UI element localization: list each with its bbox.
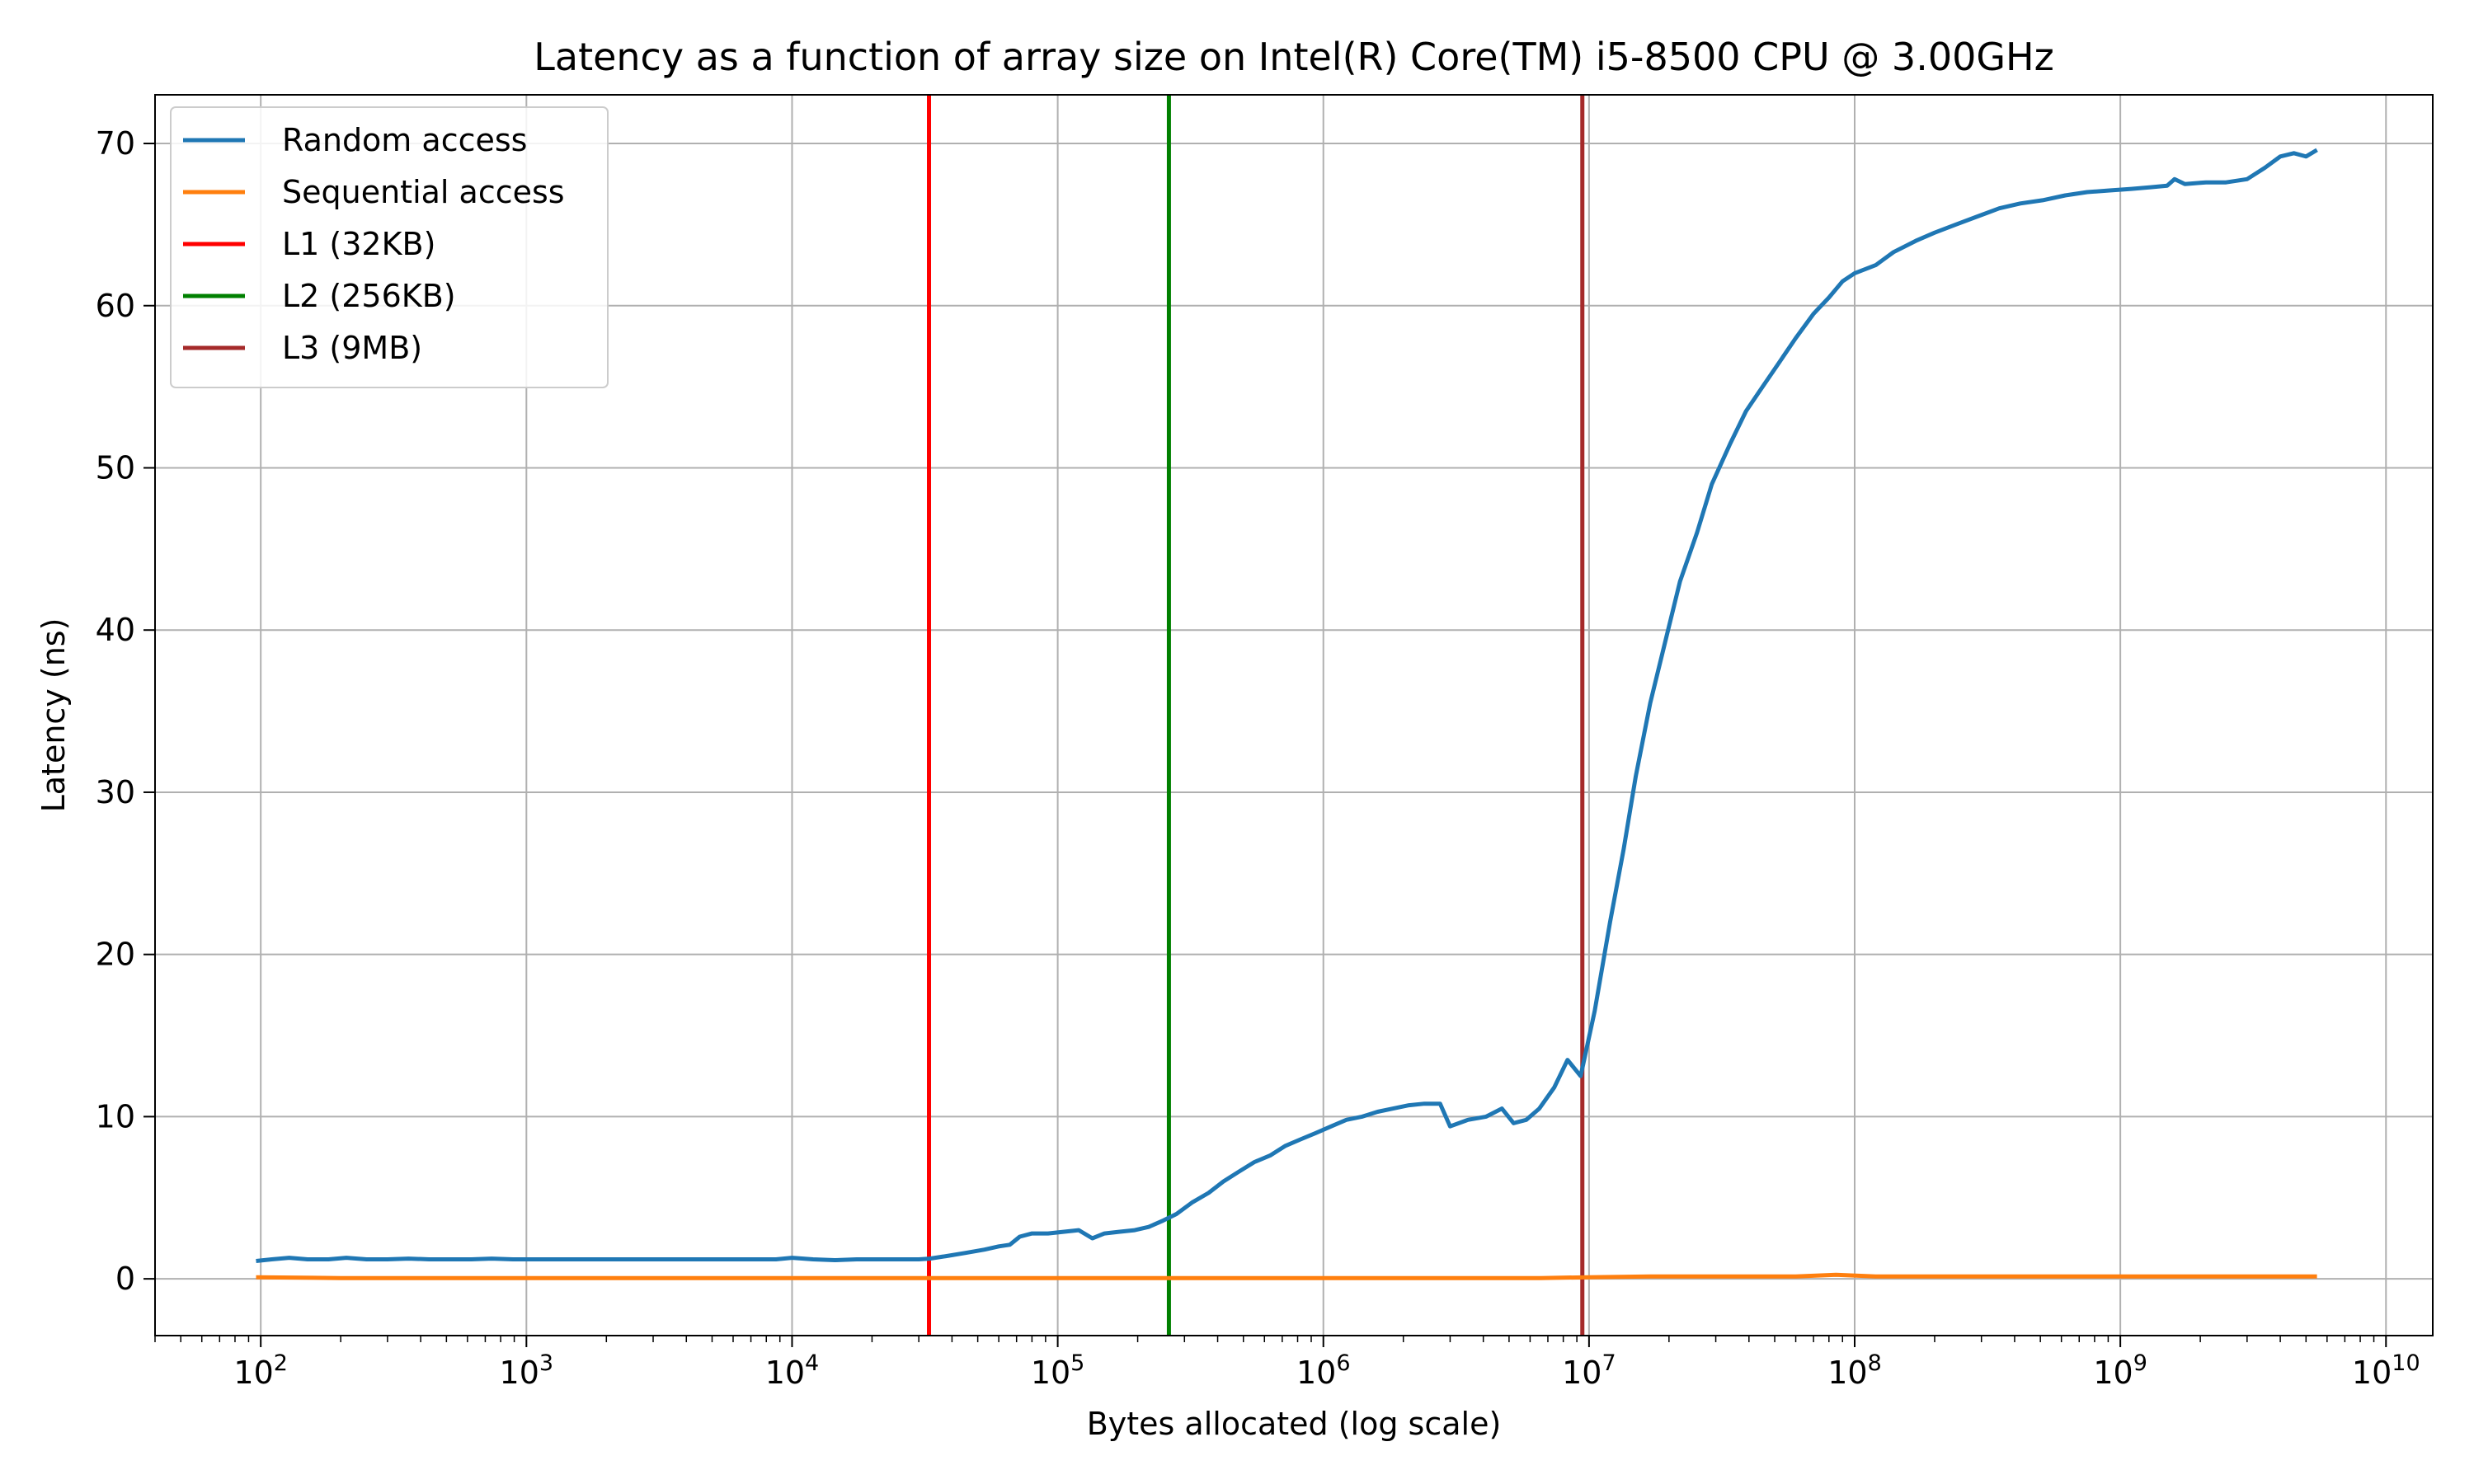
x-tick-label: 109 xyxy=(2093,1350,2147,1391)
y-tick-label: 70 xyxy=(96,125,135,162)
plot-frame xyxy=(154,94,2434,1336)
legend: Random access Sequential access L1 (32KB) L… xyxy=(170,106,609,388)
y-axis-label: Latency (ns) xyxy=(35,618,72,813)
random-access-line xyxy=(256,148,2318,1263)
legend-label: Sequential access xyxy=(282,174,565,210)
legend-label: L1 (32KB) xyxy=(282,226,435,262)
series-lines xyxy=(256,148,2318,1280)
x-tick-label: 1010 xyxy=(2352,1350,2420,1391)
y-tick-label: 40 xyxy=(96,612,135,648)
x-tick-label: 105 xyxy=(1031,1350,1085,1391)
chart-title: Latency as a function of array size on I… xyxy=(534,35,2053,79)
y-tick-label: 20 xyxy=(96,937,135,973)
cache-size-markers xyxy=(927,95,1585,1336)
x-axis-label: Bytes allocated (log scale) xyxy=(1087,1406,1502,1442)
x-tick-label: 102 xyxy=(233,1350,288,1391)
x-tick-label: 107 xyxy=(1562,1350,1616,1391)
legend-label: Random access xyxy=(282,122,527,158)
x-tick-label: 108 xyxy=(1827,1350,1882,1391)
y-tick-label: 60 xyxy=(96,288,135,324)
x-tick-label: 103 xyxy=(500,1350,554,1391)
x-tick-label: 106 xyxy=(1296,1350,1351,1391)
y-tick-label: 30 xyxy=(96,774,135,810)
legend-box xyxy=(170,106,609,388)
x-tick-label: 104 xyxy=(765,1350,820,1391)
y-tick-label: 10 xyxy=(96,1098,135,1134)
y-tick-label: 0 xyxy=(115,1261,135,1297)
legend-label: L2 (256KB) xyxy=(282,278,456,314)
y-tick-label: 50 xyxy=(96,449,135,486)
sequential-access-line xyxy=(256,1272,2317,1280)
legend-label: L3 (9MB) xyxy=(282,330,422,366)
axis-ticks: 102 103 104 105 106 107 108 109 1010 0 10 20 30 40 50 6… xyxy=(96,125,2420,1391)
